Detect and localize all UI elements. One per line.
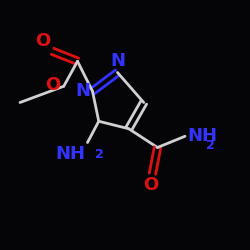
Text: N: N xyxy=(110,52,125,70)
Text: 2: 2 xyxy=(206,139,214,152)
Text: NH: NH xyxy=(56,145,86,163)
Text: O: O xyxy=(46,76,61,94)
Text: NH: NH xyxy=(187,127,217,145)
Text: 2: 2 xyxy=(94,148,103,161)
Text: O: O xyxy=(35,32,51,50)
Text: O: O xyxy=(144,176,159,194)
Text: N: N xyxy=(75,82,90,100)
